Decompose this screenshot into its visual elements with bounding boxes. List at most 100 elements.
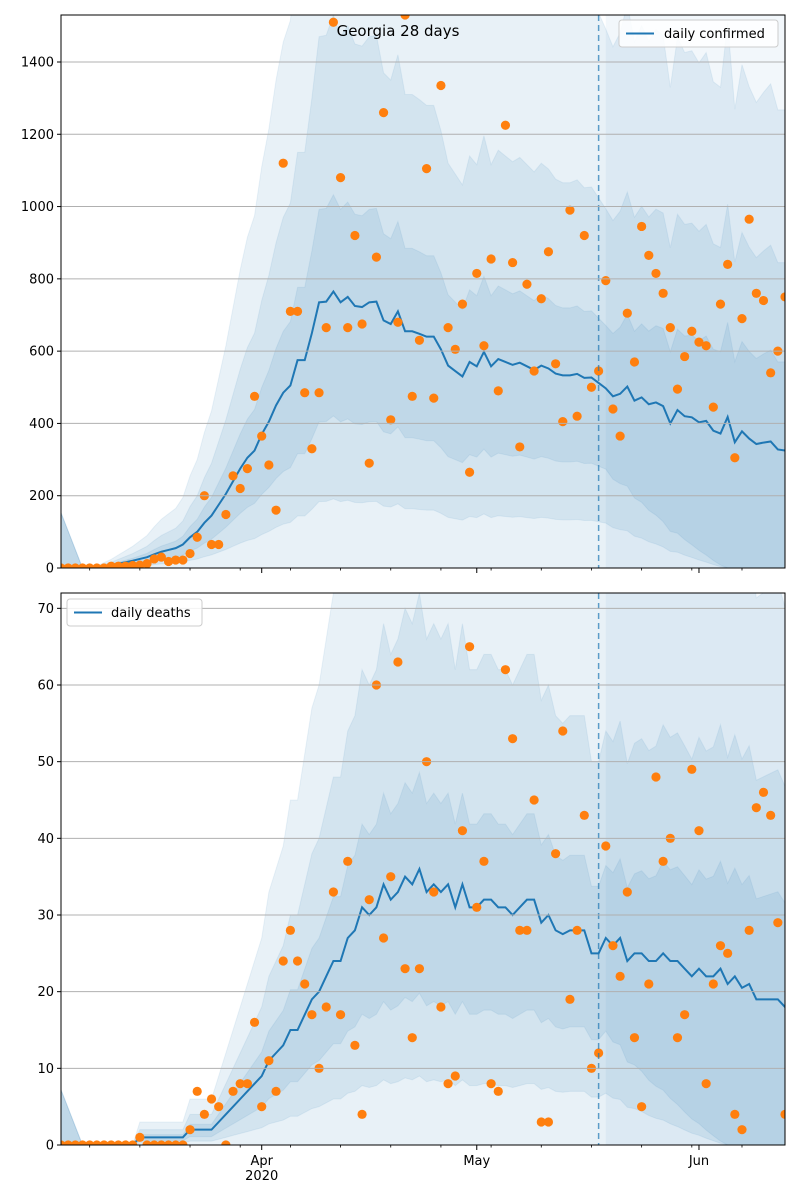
data-point	[766, 368, 776, 378]
data-point	[493, 386, 503, 396]
data-point	[400, 964, 410, 974]
y-tick-label: 200	[29, 489, 54, 504]
data-point	[228, 1086, 238, 1096]
data-point	[536, 1117, 546, 1127]
data-point	[622, 887, 632, 897]
data-point	[658, 288, 668, 298]
data-point	[672, 1033, 683, 1043]
data-point	[644, 979, 654, 989]
data-point	[701, 1079, 711, 1089]
data-point	[242, 464, 252, 474]
data-point	[472, 268, 482, 279]
data-point	[63, 563, 73, 568]
data-point	[773, 918, 783, 928]
data-point	[335, 173, 346, 183]
data-point	[343, 323, 353, 333]
data-point	[149, 554, 159, 564]
data-point	[85, 1140, 95, 1145]
data-point	[672, 384, 683, 394]
data-point	[493, 1086, 503, 1096]
data-point	[77, 1140, 88, 1145]
y-tick-label: 400	[29, 417, 54, 432]
data-point	[378, 107, 389, 118]
data-point	[715, 299, 726, 309]
data-point	[199, 1109, 209, 1119]
data-point	[529, 795, 539, 805]
data-point	[92, 1140, 102, 1145]
data-point	[601, 276, 611, 286]
data-point	[249, 1017, 260, 1027]
data-point	[507, 734, 518, 744]
data-point	[206, 539, 217, 550]
y-tick-label: 1000	[21, 200, 54, 215]
data-point	[350, 230, 360, 241]
data-point	[744, 214, 754, 224]
data-point	[300, 979, 310, 989]
data-point	[364, 458, 374, 468]
x-tick-label: Jun	[688, 1154, 709, 1169]
y-tick-label: 1200	[21, 128, 54, 143]
plot-area	[61, 15, 800, 568]
data-point	[515, 925, 525, 935]
data-point	[407, 391, 417, 401]
data-point	[120, 1140, 131, 1145]
data-point	[565, 994, 575, 1004]
data-point	[500, 120, 511, 130]
data-point	[407, 1033, 417, 1043]
uncertainty-band	[61, 593, 785, 1145]
data-point	[637, 221, 647, 232]
legend-label: daily confirmed	[664, 27, 765, 42]
data-point	[214, 539, 224, 550]
data-point	[536, 294, 546, 304]
data-point	[572, 925, 582, 935]
data-point	[257, 431, 267, 441]
data-point	[271, 1086, 281, 1096]
data-point	[149, 1140, 159, 1145]
data-point	[414, 964, 425, 974]
data-point	[292, 956, 303, 966]
data-point	[156, 1140, 166, 1145]
data-point	[651, 268, 661, 279]
data-point	[328, 887, 338, 897]
data-point	[694, 826, 704, 836]
data-point	[464, 642, 475, 652]
data-point	[500, 665, 511, 675]
data-point	[579, 230, 589, 241]
data-point	[579, 810, 589, 820]
data-point	[708, 402, 718, 412]
data-point	[278, 158, 288, 168]
legend-box	[66, 598, 203, 627]
data-point	[543, 247, 554, 257]
data-point	[235, 483, 245, 494]
data-point	[171, 1140, 181, 1145]
data-point	[257, 1102, 267, 1112]
data-point	[142, 1140, 152, 1145]
data-point	[615, 971, 625, 981]
data-point	[350, 1040, 360, 1050]
data-point	[178, 555, 188, 565]
data-point	[687, 326, 697, 336]
data-point	[479, 341, 489, 351]
data-point	[163, 1140, 174, 1145]
data-point	[472, 902, 482, 912]
data-point	[486, 254, 496, 264]
data-point	[795, 204, 800, 213]
data-point	[751, 288, 761, 298]
data-point	[264, 460, 274, 470]
data-point	[378, 933, 389, 943]
data-point	[450, 344, 460, 354]
data-point	[99, 563, 109, 568]
uncertainty-band	[61, 15, 785, 568]
data-point	[615, 431, 625, 441]
data-point	[300, 388, 310, 398]
series-line	[61, 866, 785, 1145]
data-point	[723, 948, 733, 958]
data-point	[586, 382, 597, 392]
data-point	[271, 505, 281, 515]
data-point	[687, 764, 697, 774]
data-point	[128, 1140, 138, 1145]
uncertainty-band	[61, 770, 785, 1145]
x-tick-sublabel: 2020	[245, 1169, 278, 1184]
data-point	[680, 351, 690, 362]
data-point	[292, 306, 303, 316]
